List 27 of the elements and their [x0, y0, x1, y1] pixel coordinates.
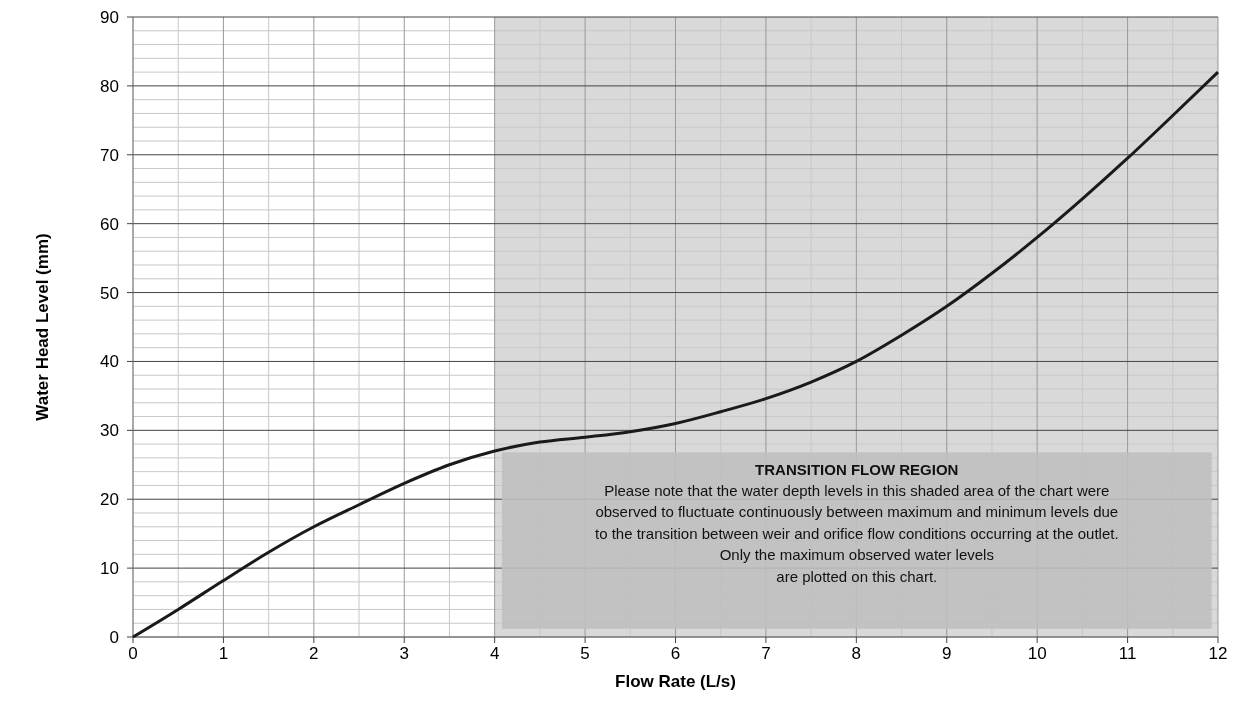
x-tick-label: 3 — [399, 644, 409, 663]
annotation: TRANSITION FLOW REGION — [755, 461, 959, 479]
y-tick-label: 90 — [100, 7, 119, 27]
x-tick-label: 8 — [851, 644, 862, 663]
x-tick-label: 6 — [670, 644, 681, 663]
x-tick-label: 7 — [761, 644, 771, 663]
x-tick-label: 10 — [1027, 644, 1047, 663]
y-tick-label: 30 — [100, 421, 119, 441]
x-tick-label: 1 — [218, 644, 229, 663]
x-tick-label: 2 — [309, 644, 319, 663]
y-tick-label: 40 — [100, 352, 119, 372]
x-tick-label: 12 — [1208, 644, 1228, 663]
y-tick-label: 20 — [100, 490, 119, 510]
x-tick-label: 4 — [489, 644, 500, 663]
y-axis-title: Water Head Level (mm) — [33, 233, 52, 421]
y-tick-label: 80 — [100, 76, 119, 96]
x-axis-title: Flow Rate (L/s) — [615, 672, 736, 691]
x-tick-label: 0 — [128, 644, 138, 663]
x-tick-label: 9 — [942, 644, 952, 663]
annotation: Please note that the water depth levels in this shaded area of the chart were observed to fluctuate continuously between maximum and minimum levels due to the transition between weir and orifice flow conditions occurring at the outlet. Only the maximum observed water levels are plotted on this chart. — [594, 481, 1119, 585]
y-tick-label: 50 — [100, 283, 119, 303]
x-tick-label: 11 — [1118, 644, 1137, 663]
x-tick-label: 5 — [580, 644, 590, 663]
y-tick-label: 70 — [100, 145, 119, 165]
y-tick-label: 0 — [109, 627, 119, 647]
y-tick-label: 60 — [100, 214, 119, 234]
y-tick-label: 10 — [100, 559, 119, 579]
